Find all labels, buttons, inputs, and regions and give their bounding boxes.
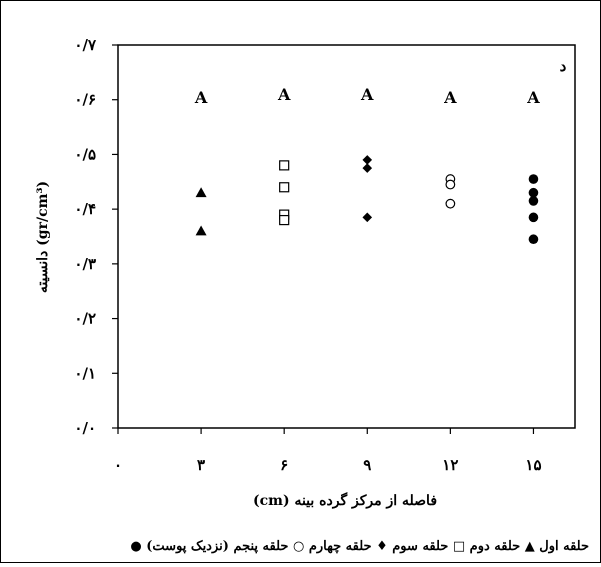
- data-point-circle-filled: [528, 187, 539, 198]
- data-points: [195, 155, 539, 245]
- y-tick-label: ۰/۴: [74, 200, 96, 218]
- significance-letter: A: [194, 88, 208, 107]
- x-axis-ticks: ۰ ۳ ۶ ۹ ۱۲ ۱۵: [114, 428, 542, 474]
- x-tick-label: ۳: [197, 456, 205, 474]
- significance-letter: A: [526, 88, 540, 107]
- data-point-diamond: [362, 155, 373, 165]
- data-point-circle-filled: [528, 196, 539, 206]
- data-point-square: [279, 160, 290, 171]
- data-point-triangle: [195, 187, 207, 198]
- data-point-circle-filled: [528, 212, 539, 223]
- data-point-triangle: [195, 225, 207, 236]
- significance-letter: A: [277, 85, 291, 104]
- data-point-diamond: [362, 212, 373, 223]
- y-tick-label: ۰/۵: [74, 145, 96, 163]
- y-tick-label: ۰/۲: [74, 310, 96, 328]
- y-tick-label: ۰/۳: [74, 255, 96, 273]
- y-tick-label: ۰/۷: [74, 36, 97, 54]
- plot-area-border: [117, 44, 576, 429]
- x-axis-title: فاصله از مرکز گرده بینه (cm): [253, 492, 437, 509]
- significance-letter: A: [443, 88, 457, 107]
- data-point-circle-filled: [528, 234, 539, 245]
- data-point-diamond: [362, 163, 373, 173]
- y-axis-ticks: ۰/۰ ۰/۱ ۰/۲ ۰/۳ ۰/۴ ۰/۵ ۰/۶ ۰/۷: [74, 36, 118, 437]
- data-point-square: [279, 182, 290, 193]
- data-point-circle-open: [445, 179, 456, 190]
- significance-letter: A: [360, 85, 374, 104]
- y-axis-title: دانسیته (gr/cm³): [35, 181, 51, 293]
- y-tick-label: ۰/۱: [74, 364, 96, 382]
- panel-label: د: [560, 57, 567, 75]
- x-tick-label: ۱۵: [525, 456, 541, 474]
- y-tick-label: ۰/۶: [74, 91, 96, 109]
- x-tick-label: ۰: [114, 456, 122, 474]
- legend: حلقه اول ▲ حلقه دوم □ حلقه سوم ♦ حلقه چه…: [130, 539, 589, 554]
- data-point-square: [279, 214, 290, 226]
- data-point-circle-open: [445, 198, 456, 209]
- data-point-circle-filled: [528, 174, 539, 184]
- x-tick-label: ۹: [363, 456, 371, 474]
- y-tick-label: ۰/۰: [74, 419, 96, 437]
- x-tick-label: ۱۲: [442, 456, 458, 474]
- x-tick-label: ۶: [280, 456, 288, 474]
